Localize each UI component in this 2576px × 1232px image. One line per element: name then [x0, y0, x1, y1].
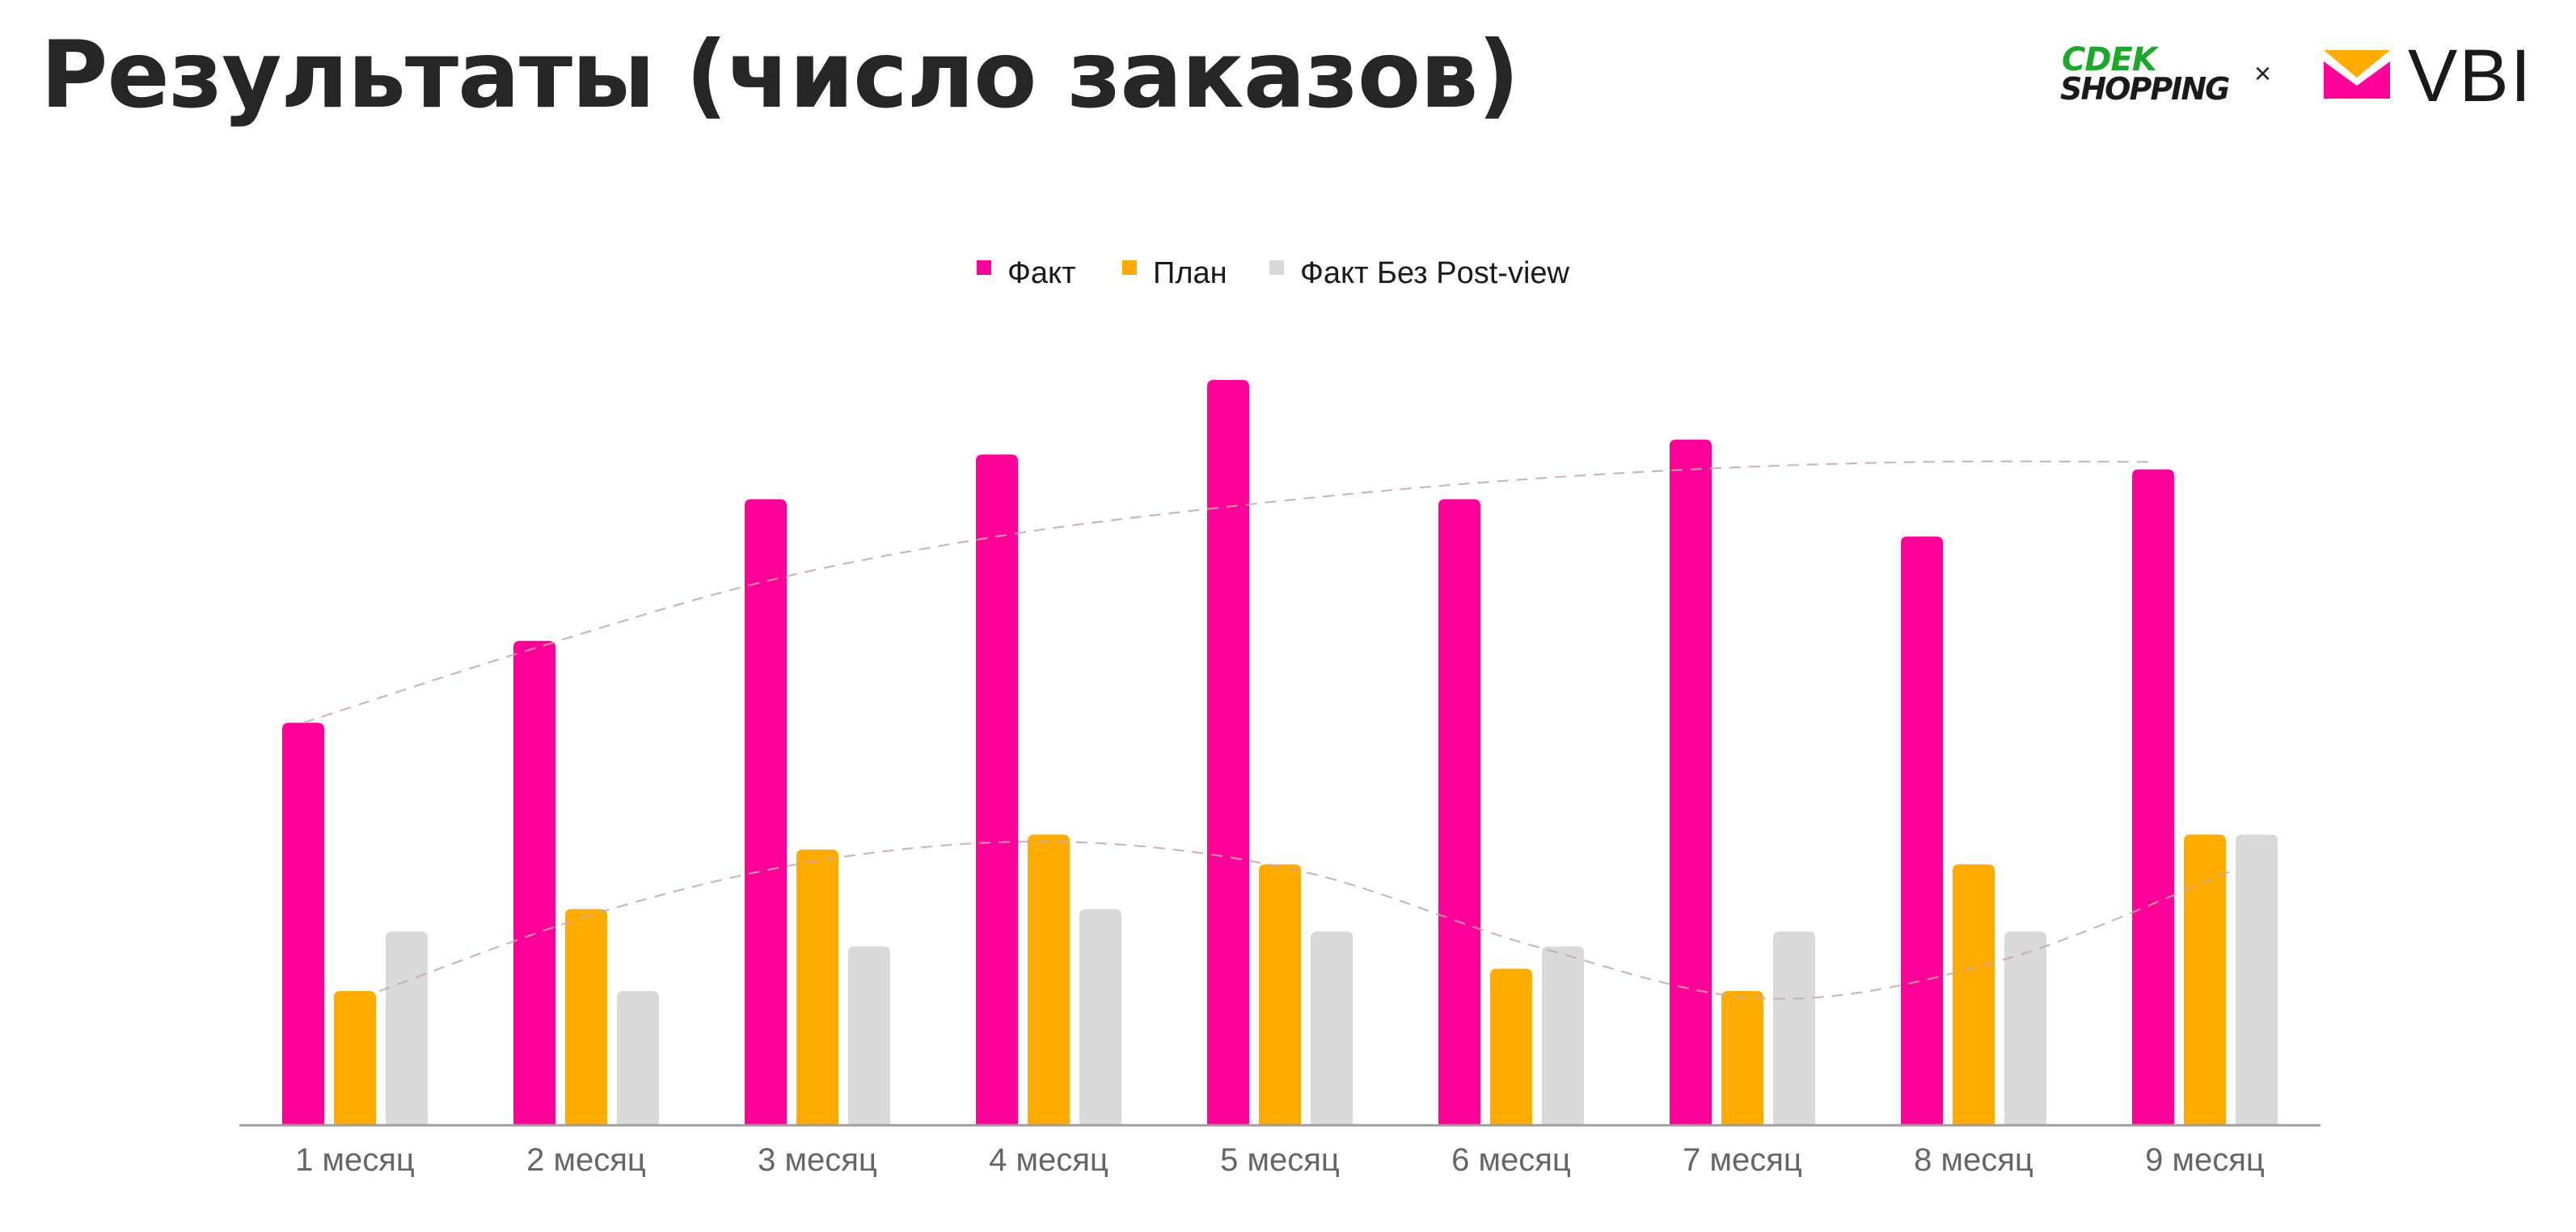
- x-tick-label-8: 8 месяц: [1914, 1142, 2033, 1178]
- bar-series2-3: [796, 849, 838, 1125]
- bar-series3-4: [1079, 909, 1121, 1125]
- cdek-logo-bottom: SHOPPING: [2060, 71, 2230, 107]
- cdek-logo-top: CDEK: [2062, 41, 2157, 78]
- bar-series2-2: [565, 909, 607, 1125]
- x-tick-label-4: 4 месяц: [989, 1142, 1109, 1178]
- x-tick-label-7: 7 месяц: [1683, 1142, 1802, 1178]
- bar-series1-5: [1207, 380, 1249, 1125]
- bar-series3-9: [2236, 834, 2278, 1125]
- x-tick-label-1: 1 месяц: [295, 1142, 415, 1178]
- x-tick-label-9: 9 месяц: [2145, 1142, 2265, 1178]
- trendline-2: [378, 840, 2230, 1000]
- bar-series2-7: [1721, 991, 1763, 1125]
- bar-series1-3: [745, 499, 787, 1125]
- legend-label-1: Факт: [1007, 256, 1075, 290]
- bar-series3-2: [617, 991, 659, 1125]
- bar-series1-2: [513, 640, 555, 1125]
- legend-label-2: План: [1153, 256, 1227, 290]
- bar-series2-1: [334, 991, 376, 1125]
- bar-series3-8: [2004, 931, 2046, 1125]
- bar-series1-9: [2132, 469, 2174, 1125]
- bar-series1-7: [1670, 439, 1712, 1125]
- legend-swatch-1: [977, 260, 991, 275]
- bar-series2-5: [1259, 864, 1301, 1125]
- legend-swatch-3: [1269, 260, 1284, 275]
- legend-label-3: Факт Без Post-view: [1300, 256, 1570, 290]
- bar-series3-1: [386, 931, 428, 1125]
- bar-series1-4: [976, 454, 1018, 1125]
- bar-series1-1: [282, 723, 324, 1125]
- bar-series2-9: [2184, 834, 2226, 1125]
- bar-series2-4: [1028, 834, 1070, 1125]
- bar-series2-8: [1953, 864, 1995, 1125]
- bar-series1-8: [1901, 536, 1943, 1125]
- bar-series3-3: [848, 946, 890, 1125]
- bar-series3-5: [1311, 931, 1353, 1125]
- x-tick-label-6: 6 месяц: [1451, 1142, 1571, 1178]
- vbi-logo-icon: [2324, 50, 2390, 99]
- x-tick-label-5: 5 месяц: [1220, 1142, 1340, 1178]
- x-tick-label-2: 2 месяц: [526, 1142, 646, 1178]
- legend-swatch-2: [1122, 260, 1137, 275]
- page-title: Результаты (число заказов): [40, 21, 1519, 129]
- bar-series1-6: [1438, 499, 1480, 1125]
- vbi-logo-text: VBI: [2408, 35, 2533, 117]
- partner-logos: CDEK SHOPPING × VBI: [2054, 36, 2539, 116]
- logo-separator: ×: [2254, 57, 2272, 90]
- x-tick-label-3: 3 месяц: [758, 1142, 877, 1178]
- bar-series3-7: [1773, 931, 1815, 1125]
- bar-series2-6: [1490, 968, 1532, 1125]
- bar-series3-6: [1542, 946, 1584, 1125]
